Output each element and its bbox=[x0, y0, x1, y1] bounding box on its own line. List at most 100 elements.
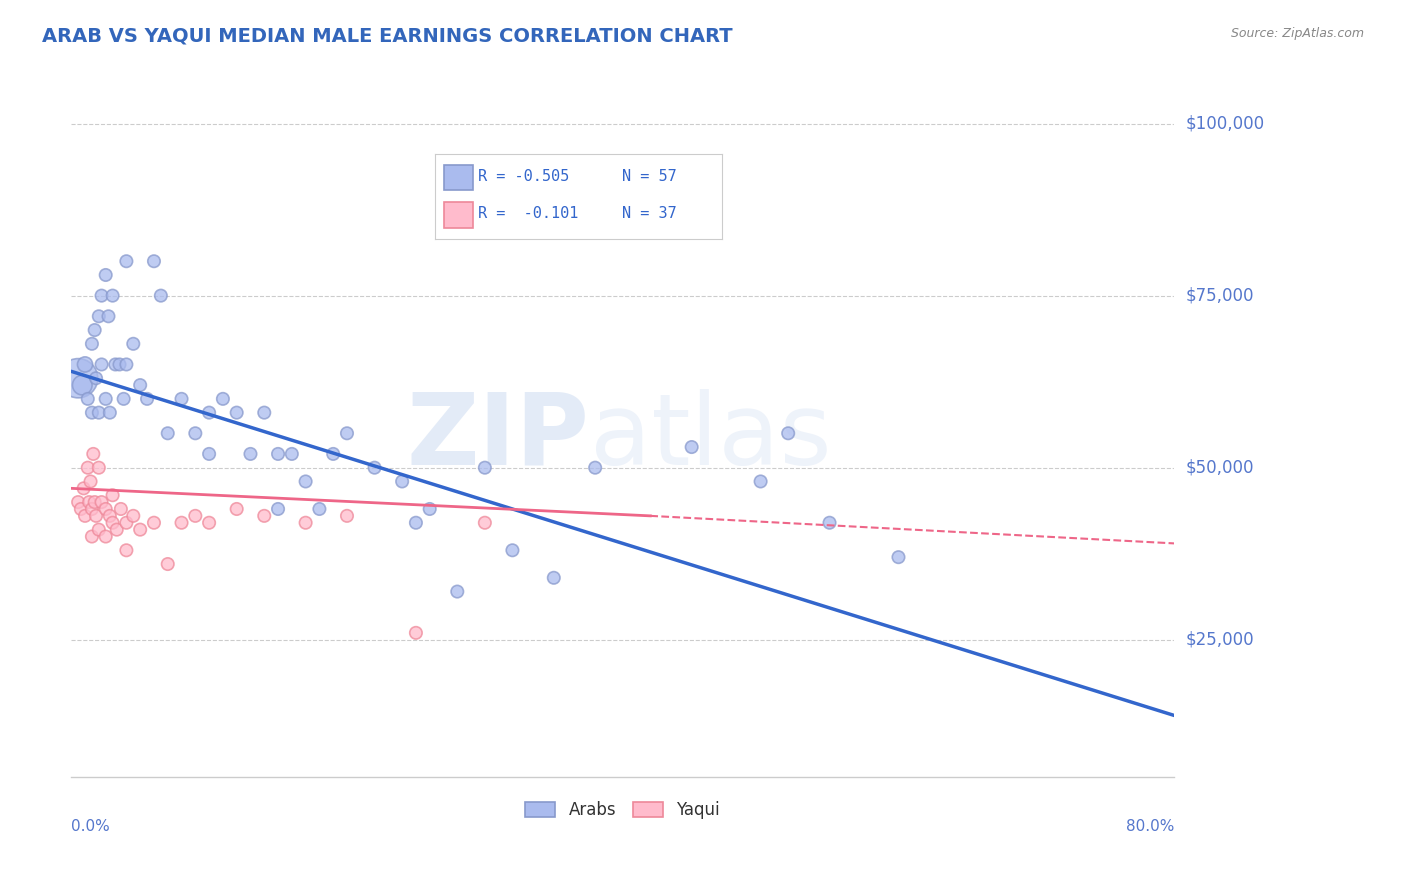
Point bbox=[778, 426, 800, 441]
Point bbox=[115, 358, 138, 372]
Point bbox=[446, 584, 468, 599]
Point bbox=[83, 323, 105, 337]
Text: atlas: atlas bbox=[589, 389, 831, 485]
Point bbox=[818, 516, 841, 530]
Point bbox=[267, 502, 290, 516]
Point bbox=[82, 447, 104, 461]
Point bbox=[90, 358, 112, 372]
Point bbox=[253, 508, 276, 523]
Point bbox=[87, 406, 110, 420]
Point bbox=[149, 288, 172, 302]
Point bbox=[112, 392, 135, 406]
Point bbox=[363, 460, 385, 475]
Point bbox=[83, 495, 105, 509]
Point bbox=[583, 460, 606, 475]
Point bbox=[90, 288, 112, 302]
Point bbox=[87, 460, 110, 475]
Point bbox=[405, 625, 427, 640]
Point bbox=[94, 392, 117, 406]
Point bbox=[887, 550, 910, 565]
Point bbox=[143, 516, 166, 530]
Point bbox=[156, 557, 179, 571]
Point bbox=[143, 254, 166, 268]
Point bbox=[198, 406, 221, 420]
Point bbox=[136, 392, 159, 406]
Point bbox=[115, 254, 138, 268]
Point bbox=[73, 508, 96, 523]
Point bbox=[129, 378, 152, 392]
Text: $25,000: $25,000 bbox=[1185, 631, 1254, 648]
Text: ARAB VS YAQUI MEDIAN MALE EARNINGS CORRELATION CHART: ARAB VS YAQUI MEDIAN MALE EARNINGS CORRE… bbox=[42, 27, 733, 45]
Point bbox=[101, 288, 124, 302]
Point bbox=[115, 516, 138, 530]
Point bbox=[80, 502, 103, 516]
Point bbox=[105, 523, 128, 537]
Point bbox=[104, 358, 127, 372]
Point bbox=[73, 358, 96, 372]
Point bbox=[80, 336, 103, 351]
Point bbox=[110, 502, 132, 516]
Point bbox=[267, 447, 290, 461]
Point bbox=[198, 516, 221, 530]
Point bbox=[129, 523, 152, 537]
Point bbox=[184, 426, 207, 441]
Point bbox=[72, 481, 94, 495]
Text: $100,000: $100,000 bbox=[1185, 114, 1264, 133]
Point bbox=[681, 440, 703, 454]
Point bbox=[198, 447, 221, 461]
Point bbox=[80, 529, 103, 543]
Point bbox=[101, 488, 124, 502]
Point bbox=[212, 392, 235, 406]
Point bbox=[67, 371, 90, 385]
Point bbox=[79, 475, 101, 489]
Point bbox=[122, 508, 145, 523]
Point bbox=[253, 406, 276, 420]
Point bbox=[405, 516, 427, 530]
Point bbox=[225, 406, 247, 420]
Point bbox=[77, 495, 100, 509]
Point bbox=[294, 516, 316, 530]
Point bbox=[749, 475, 772, 489]
Point bbox=[94, 268, 117, 282]
Point bbox=[87, 523, 110, 537]
Point bbox=[474, 516, 496, 530]
Point bbox=[122, 336, 145, 351]
Point bbox=[281, 447, 304, 461]
Legend: Arabs, Yaqui: Arabs, Yaqui bbox=[519, 795, 727, 826]
Point bbox=[156, 426, 179, 441]
Point bbox=[76, 460, 98, 475]
Point bbox=[80, 406, 103, 420]
Point bbox=[94, 502, 117, 516]
Point bbox=[72, 378, 94, 392]
Point bbox=[70, 502, 93, 516]
Text: ZIP: ZIP bbox=[406, 389, 589, 485]
Point bbox=[336, 508, 359, 523]
Point bbox=[419, 502, 441, 516]
Point bbox=[115, 543, 138, 558]
Point bbox=[170, 392, 193, 406]
Point bbox=[90, 495, 112, 509]
Point bbox=[239, 447, 262, 461]
Point bbox=[225, 502, 247, 516]
Point bbox=[184, 508, 207, 523]
Point bbox=[336, 426, 359, 441]
Text: 0.0%: 0.0% bbox=[72, 819, 110, 834]
Point bbox=[474, 460, 496, 475]
Point bbox=[391, 475, 413, 489]
Text: $75,000: $75,000 bbox=[1185, 286, 1254, 305]
Point bbox=[294, 475, 316, 489]
Point bbox=[322, 447, 344, 461]
Point bbox=[97, 310, 120, 324]
Point bbox=[84, 371, 107, 385]
Point bbox=[108, 358, 131, 372]
Point bbox=[67, 495, 90, 509]
Point bbox=[501, 543, 523, 558]
Point bbox=[87, 310, 110, 324]
Point bbox=[76, 392, 98, 406]
Point bbox=[98, 406, 121, 420]
Text: 80.0%: 80.0% bbox=[1126, 819, 1174, 834]
Point bbox=[543, 571, 565, 585]
Point bbox=[170, 516, 193, 530]
Point bbox=[101, 516, 124, 530]
Point bbox=[308, 502, 330, 516]
